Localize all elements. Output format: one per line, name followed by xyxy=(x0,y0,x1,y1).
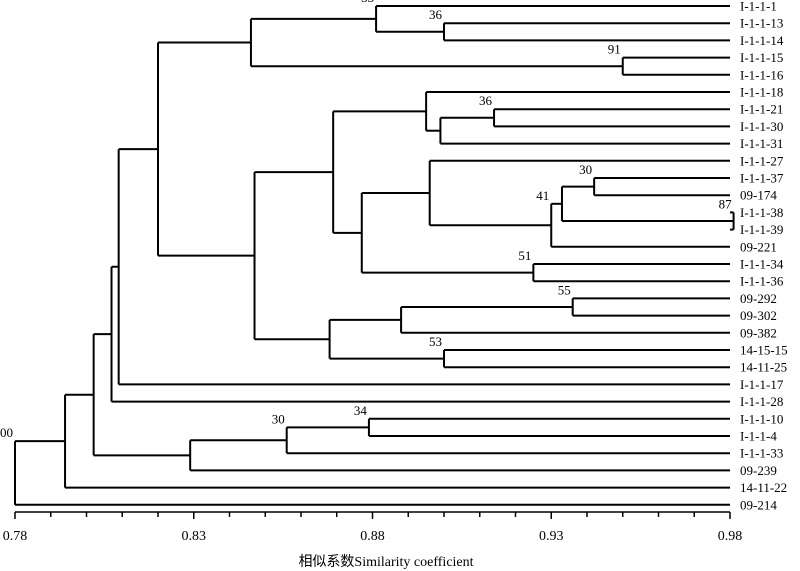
leaf-label-09-302: 09-302 xyxy=(740,308,777,323)
leaf-label-i-1-1-10: I-1-1-10 xyxy=(740,411,783,426)
bootstrap-value-n_aa: 30 xyxy=(272,411,285,426)
leaf-labels: I-1-1-1 I-1-1-13 I-1-1-14 I-1-1-15 I-1-1-16 I… xyxy=(740,0,788,512)
leaf-label-i-1-1-37: I-1-1-37 xyxy=(740,171,784,186)
tick-label: 0.78 xyxy=(3,529,28,544)
x-axis-title: 相似系数Similarity coefficient xyxy=(298,554,473,570)
bootstrap-value-n_n: 36 xyxy=(479,93,493,108)
x-axis: 0.78 0.83 0.88 0.93 0.98 xyxy=(3,511,743,544)
leaf-label-i-1-1-31: I-1-1-31 xyxy=(740,136,783,151)
tick-label: 0.93 xyxy=(539,529,564,544)
leaf-label-09-382: 09-382 xyxy=(740,325,777,340)
leaf-label-i-1-1-4: I-1-1-4 xyxy=(740,429,777,444)
leaf-label-i-1-1-15: I-1-1-15 xyxy=(740,50,783,65)
leaf-label-i-1-1-36: I-1-1-36 xyxy=(740,274,784,289)
tick-label: 0.88 xyxy=(360,529,385,544)
leaf-label-i-1-1-39: I-1-1-39 xyxy=(740,222,783,237)
bootstrap-value-n_g: 33 xyxy=(361,0,374,5)
leaf-label-09-292: 09-292 xyxy=(740,291,777,306)
leaf-label-09-239: 09-239 xyxy=(740,463,777,478)
leaf-label-i-1-1-1: I-1-1-1 xyxy=(740,0,777,14)
leaf-label-i-1-1-34: I-1-1-34 xyxy=(740,257,784,272)
bootstrap-value-n_t: 87 xyxy=(719,196,733,211)
x-axis-ticks: 0.78 0.83 0.88 0.93 0.98 xyxy=(3,512,743,544)
bootstrap-value-n_bb: 34 xyxy=(354,403,368,418)
bootstrap-value-n_s: 30 xyxy=(579,162,592,177)
leaf-label-09-221: 09-221 xyxy=(740,239,777,254)
leaf-label-14-15-15: 14-15-15 xyxy=(740,343,788,358)
leaf-label-14-11-25: 14-11-25 xyxy=(740,360,787,375)
leaf-label-i-1-1-28: I-1-1-28 xyxy=(740,394,783,409)
bootstrap-value-n_h: 36 xyxy=(429,7,443,22)
bootstrap-value-n_root: 100 xyxy=(0,425,13,440)
bootstrap-value-n_y: 53 xyxy=(429,334,442,349)
leaf-label-i-1-1-18: I-1-1-18 xyxy=(740,85,783,100)
bootstrap-value-n_u: 51 xyxy=(518,248,531,263)
bootstrap-value-n_x: 55 xyxy=(558,282,571,297)
leaf-label-i-1-1-30: I-1-1-30 xyxy=(740,119,783,134)
leaf-label-i-1-1-38: I-1-1-38 xyxy=(740,205,783,220)
bootstrap-value-n_i: 91 xyxy=(608,42,621,57)
bootstrap-value-n_q: 41 xyxy=(536,188,549,203)
tick-label: 0.83 xyxy=(182,529,207,544)
leaf-label-i-1-1-21: I-1-1-21 xyxy=(740,102,783,117)
bootstrap-labels: 36 33 91 36 30 87 41 51 55 53 34 30 100 xyxy=(0,0,732,440)
leaf-label-09-214: 09-214 xyxy=(740,497,777,512)
leaf-label-i-1-1-17: I-1-1-17 xyxy=(740,377,784,392)
leaf-label-i-1-1-14: I-1-1-14 xyxy=(740,33,784,48)
leaf-label-i-1-1-13: I-1-1-13 xyxy=(740,16,783,31)
leaf-label-09-174: 09-174 xyxy=(740,188,777,203)
dendrogram-branches xyxy=(14,5,735,506)
leaf-label-14-11-22: 14-11-22 xyxy=(740,480,787,495)
leaf-label-i-1-1-27: I-1-1-27 xyxy=(740,153,784,168)
leaf-label-i-1-1-16: I-1-1-16 xyxy=(740,67,784,82)
tick-label: 0.98 xyxy=(718,529,743,544)
leaf-label-i-1-1-33: I-1-1-33 xyxy=(740,446,783,461)
